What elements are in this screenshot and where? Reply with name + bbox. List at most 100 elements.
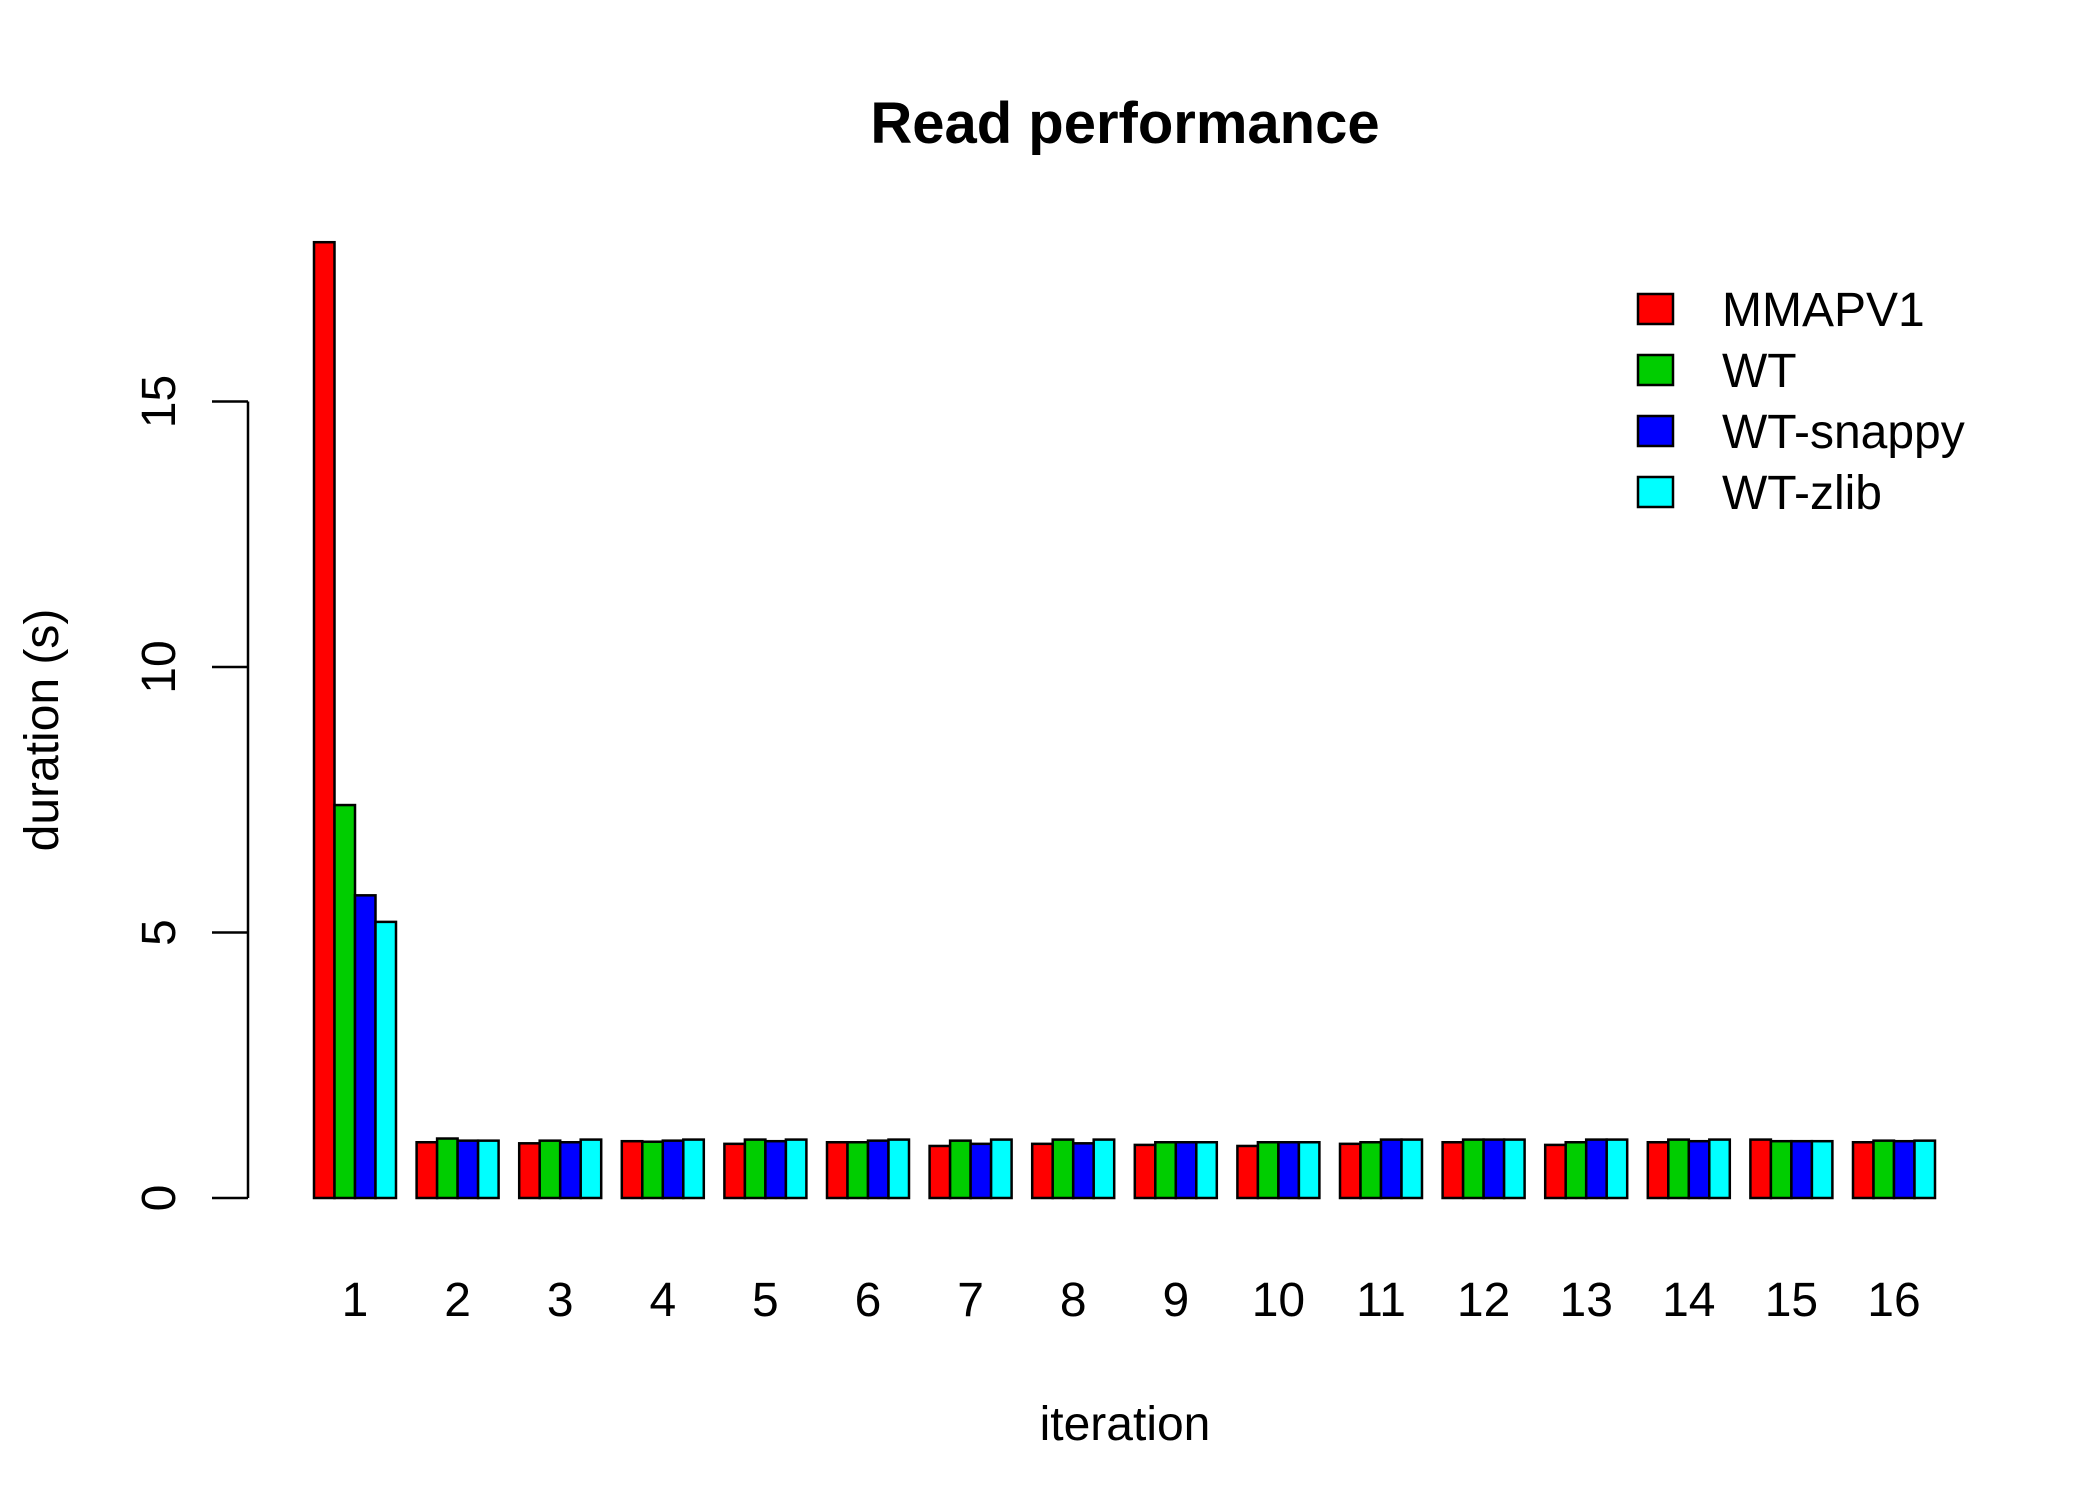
y-tick-label: 5 <box>133 919 186 946</box>
legend-label-MMAPV1: MMAPV1 <box>1722 284 1925 337</box>
y-tick-label: 10 <box>133 640 186 693</box>
x-tick-label: 7 <box>957 1274 984 1327</box>
bar-WT-4 <box>641 1140 665 1200</box>
x-tick-label: 4 <box>649 1274 676 1327</box>
x-tick-label: 5 <box>752 1274 779 1327</box>
bar-WT-snappy-15 <box>1790 1139 1814 1200</box>
legend-swatch-MMAPV1 <box>1636 292 1675 326</box>
legend-label-WT-zlib: WT-zlib <box>1722 467 1882 520</box>
bar-WT-8 <box>1051 1138 1075 1200</box>
bar-MMAPV1-3 <box>517 1142 541 1200</box>
bar-WT-zlib-11 <box>1400 1138 1424 1200</box>
x-tick-label: 6 <box>855 1274 882 1327</box>
bar-MMAPV1-12 <box>1441 1140 1465 1200</box>
x-tick-label: 11 <box>1356 1274 1406 1327</box>
bar-WT-zlib-8 <box>1092 1138 1116 1200</box>
bar-WT-3 <box>538 1139 562 1200</box>
bar-WT-16 <box>1872 1139 1896 1200</box>
x-tick-label: 8 <box>1060 1274 1087 1327</box>
bar-WT-zlib-7 <box>989 1138 1013 1200</box>
bar-MMAPV1-6 <box>825 1140 849 1200</box>
bar-WT-15 <box>1769 1139 1793 1200</box>
bar-WT-12 <box>1461 1138 1485 1200</box>
x-tick-label: 13 <box>1560 1274 1613 1327</box>
bar-MMAPV1-16 <box>1851 1140 1875 1200</box>
bar-WT-14 <box>1667 1138 1691 1200</box>
bar-WT-snappy-5 <box>764 1139 788 1200</box>
bar-WT-snappy-8 <box>1071 1142 1095 1200</box>
y-axis-label: duration (s) <box>16 609 69 852</box>
bar-WT-zlib-4 <box>682 1138 706 1200</box>
bar-WT-zlib-6 <box>887 1138 911 1200</box>
bar-WT-snappy-13 <box>1584 1138 1608 1200</box>
x-tick-label: 16 <box>1867 1274 1920 1327</box>
bar-WT-snappy-11 <box>1379 1138 1403 1200</box>
bar-WT-zlib-1 <box>374 920 398 1200</box>
bar-WT-11 <box>1359 1140 1383 1200</box>
y-tick-label: 0 <box>133 1185 186 1212</box>
bar-WT-zlib-12 <box>1502 1138 1526 1200</box>
x-tick-label: 14 <box>1662 1274 1715 1327</box>
bar-MMAPV1-10 <box>1236 1144 1260 1200</box>
chart-title: Read performance <box>870 91 1379 156</box>
bar-WT-13 <box>1564 1140 1588 1200</box>
bar-WT-zlib-3 <box>579 1138 603 1200</box>
bar-MMAPV1-11 <box>1338 1142 1362 1200</box>
bar-WT-zlib-14 <box>1708 1138 1732 1200</box>
legend-swatch-WT-snappy <box>1636 414 1675 448</box>
bar-WT-snappy-7 <box>969 1142 993 1200</box>
bar-WT-snappy-4 <box>661 1139 685 1200</box>
bars <box>312 240 1937 1200</box>
legend-swatch-WT <box>1636 353 1675 387</box>
bar-WT-5 <box>743 1138 767 1200</box>
bar-WT-6 <box>846 1140 870 1200</box>
bar-WT-9 <box>1154 1140 1178 1200</box>
bar-MMAPV1-9 <box>1133 1143 1157 1200</box>
x-tick-label: 2 <box>444 1274 471 1327</box>
bar-MMAPV1-4 <box>620 1139 644 1200</box>
bar-WT-zlib-15 <box>1810 1139 1834 1200</box>
bar-WT-snappy-3 <box>558 1140 582 1200</box>
y-axis: 0 5 10 15 <box>133 375 250 1212</box>
bar-WT-snappy-9 <box>1174 1140 1198 1200</box>
bar-WT-snappy-10 <box>1277 1140 1301 1200</box>
legend-swatch-WT-zlib <box>1636 475 1675 509</box>
bar-MMAPV1-14 <box>1646 1140 1670 1200</box>
y-tick-label: 15 <box>133 375 186 428</box>
bar-MMAPV1-13 <box>1543 1143 1567 1200</box>
bar-WT-snappy-6 <box>866 1139 890 1200</box>
bar-WT-snappy-12 <box>1482 1138 1506 1200</box>
bar-MMAPV1-2 <box>415 1140 439 1200</box>
x-tick-label: 10 <box>1252 1274 1305 1327</box>
bar-MMAPV1-7 <box>928 1144 952 1200</box>
bar-WT-zlib-9 <box>1195 1140 1219 1200</box>
bar-MMAPV1-1 <box>312 240 336 1200</box>
bar-WT-zlib-5 <box>784 1138 808 1200</box>
bar-WT-snappy-14 <box>1687 1139 1711 1200</box>
bar-WT-snappy-16 <box>1892 1139 1916 1200</box>
x-tick-label: 12 <box>1457 1274 1510 1327</box>
x-tick-label: 3 <box>547 1274 574 1327</box>
bar-WT-zlib-10 <box>1297 1140 1321 1200</box>
legend-label-WT-snappy: WT-snappy <box>1722 406 1965 459</box>
bar-WT-2 <box>435 1137 459 1200</box>
x-tick-label: 15 <box>1765 1274 1818 1327</box>
bar-WT-10 <box>1256 1140 1280 1200</box>
x-axis-label: iteration <box>1040 1398 1211 1451</box>
bar-WT-7 <box>948 1139 972 1200</box>
bar-MMAPV1-5 <box>723 1142 747 1200</box>
bar-WT-zlib-13 <box>1605 1138 1629 1200</box>
bar-WT-1 <box>333 803 357 1200</box>
legend: MMAPV1 WT WT-snappy WT-zlib <box>1636 284 1965 520</box>
bar-MMAPV1-8 <box>1030 1142 1054 1200</box>
bar-WT-snappy-1 <box>353 894 377 1200</box>
x-tick-label: 1 <box>342 1274 369 1327</box>
bar-WT-zlib-2 <box>476 1139 500 1200</box>
bar-WT-snappy-2 <box>456 1139 480 1200</box>
x-tick-label: 9 <box>1162 1274 1189 1327</box>
bar-MMAPV1-15 <box>1749 1138 1773 1200</box>
bar-WT-zlib-16 <box>1913 1139 1937 1200</box>
legend-label-WT: WT <box>1722 345 1797 398</box>
x-tick-labels: 1 2 3 4 5 6 7 8 9 10 11 12 13 14 15 16 <box>342 1274 1921 1327</box>
